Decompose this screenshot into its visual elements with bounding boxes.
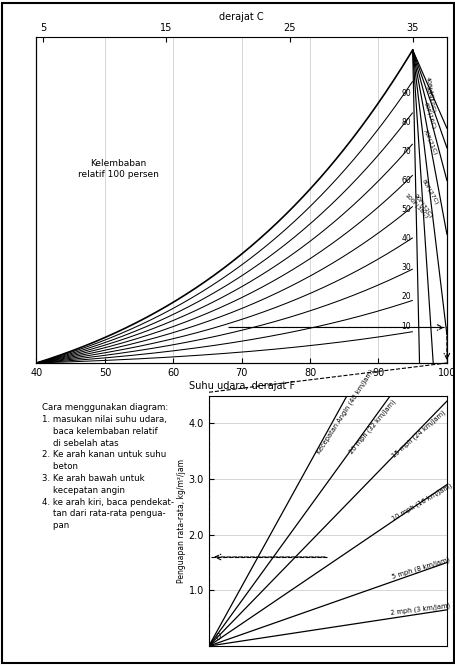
Text: 40: 40 [400,234,410,243]
Text: 60F(16C): 60F(16C) [422,101,435,129]
Text: 20: 20 [400,292,410,302]
Text: 10 mph (16 km/jam): 10 mph (16 km/jam) [390,482,452,521]
Text: 30: 30 [400,263,410,272]
Text: 80F(27C): 80F(27C) [420,178,438,206]
Text: 70F(21C): 70F(21C) [421,128,437,156]
Text: 5 mph (8 km/jam): 5 mph (8 km/jam) [390,557,449,580]
Text: 100F(38C): 100F(38C) [402,193,428,220]
Text: 40F(4C): 40F(4C) [424,77,434,102]
Text: 15 mph (24 km/jam): 15 mph (24 km/jam) [390,409,446,459]
Text: 90F(32C): 90F(32C) [412,193,432,220]
X-axis label: Suhu udara, derajat F: Suhu udara, derajat F [188,380,294,390]
Text: Kelembaban
relatif 100 persen: Kelembaban relatif 100 persen [78,159,159,178]
Text: 20 mph (32 km/jam): 20 mph (32 km/jam) [347,398,396,455]
Text: 50: 50 [400,205,410,214]
Text: 2 mph (3 km/jam): 2 mph (3 km/jam) [390,602,450,616]
Text: 70: 70 [400,147,410,156]
Text: 0: 0 [216,633,221,641]
Text: Kecepatan Angin (40 km/jam): Kecepatan Angin (40 km/jam) [314,368,374,455]
Text: Cara menggunakan diagram:
1. masukan nilai suhu udara,
    baca kelembaban relat: Cara menggunakan diagram: 1. masukan nil… [41,403,173,530]
Text: 10: 10 [400,322,410,330]
Text: 80: 80 [400,118,410,127]
Text: 90: 90 [400,89,410,98]
Text: 60: 60 [400,176,410,185]
Text: 50F(10C): 50F(10C) [423,85,435,113]
Y-axis label: Penguapan rata-rata, kg/m²/jam: Penguapan rata-rata, kg/m²/jam [177,459,186,583]
X-axis label: derajat C: derajat C [219,12,263,22]
